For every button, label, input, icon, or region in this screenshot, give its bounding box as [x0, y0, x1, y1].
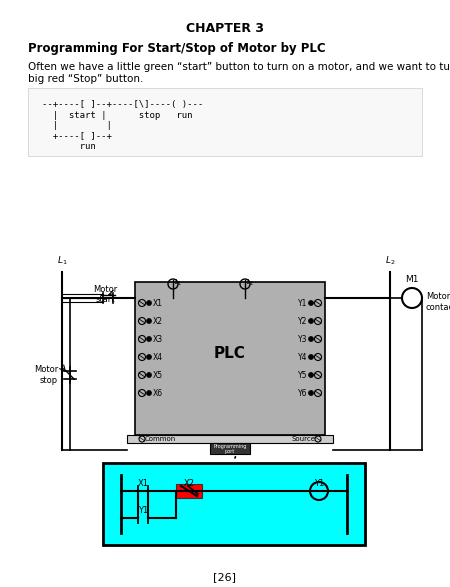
- Text: $L_1$: $L_1$: [174, 278, 183, 288]
- Circle shape: [309, 390, 314, 396]
- Text: big red “Stop” button.: big red “Stop” button.: [28, 74, 144, 84]
- Text: Motor
stop: Motor stop: [34, 365, 58, 384]
- Text: Y1: Y1: [314, 479, 324, 488]
- Circle shape: [147, 301, 152, 305]
- Bar: [103, 463, 365, 545]
- Text: X2: X2: [184, 479, 194, 488]
- Circle shape: [147, 355, 152, 359]
- Text: X6: X6: [153, 389, 163, 397]
- Text: run: run: [42, 142, 96, 151]
- Circle shape: [147, 373, 152, 377]
- Circle shape: [147, 390, 152, 396]
- Text: Often we have a little green “start” button to turn on a motor, and we want to t: Often we have a little green “start” but…: [28, 62, 450, 72]
- Text: Source: Source: [291, 436, 315, 442]
- Text: |         |: | |: [42, 121, 112, 130]
- Circle shape: [309, 373, 314, 377]
- Text: Y1: Y1: [297, 299, 307, 308]
- Text: Y1: Y1: [138, 506, 148, 515]
- Bar: [28, 88, 422, 156]
- Text: Common: Common: [145, 436, 176, 442]
- Text: M1: M1: [405, 275, 419, 284]
- Text: CHAPTER 3: CHAPTER 3: [186, 22, 264, 35]
- Text: X3: X3: [153, 335, 163, 343]
- Text: Motor
contactor: Motor contactor: [426, 292, 450, 312]
- Text: Y5: Y5: [297, 370, 307, 380]
- Bar: [127, 435, 333, 443]
- Text: Motor
start: Motor start: [93, 285, 117, 305]
- Text: +----[ ]--+: +----[ ]--+: [42, 131, 112, 140]
- Circle shape: [147, 336, 152, 342]
- Text: [26]: [26]: [213, 572, 237, 582]
- Bar: [176, 484, 202, 498]
- Text: X4: X4: [153, 353, 163, 362]
- Text: Programming For Start/Stop of Motor by PLC: Programming For Start/Stop of Motor by P…: [28, 42, 326, 55]
- Text: $L_2$: $L_2$: [385, 255, 395, 267]
- Circle shape: [309, 319, 314, 323]
- Text: $L_2$: $L_2$: [246, 278, 255, 288]
- Text: X1: X1: [138, 479, 148, 488]
- Circle shape: [309, 301, 314, 305]
- Bar: [210, 443, 250, 454]
- Circle shape: [147, 319, 152, 323]
- Text: X2: X2: [153, 316, 163, 326]
- Text: Y4: Y4: [297, 353, 307, 362]
- Text: Y3: Y3: [297, 335, 307, 343]
- Text: |  start |      stop   run: | start | stop run: [42, 110, 193, 120]
- Text: X5: X5: [153, 370, 163, 380]
- Circle shape: [309, 355, 314, 359]
- Bar: [135, 282, 325, 435]
- Text: --+----[ ]--+----[\]----( )---: --+----[ ]--+----[\]----( )---: [42, 100, 203, 109]
- Text: $L_1$: $L_1$: [57, 255, 67, 267]
- Text: Programming: Programming: [213, 444, 247, 449]
- Text: PLC: PLC: [214, 346, 246, 361]
- Text: Y6: Y6: [297, 389, 307, 397]
- Text: Y2: Y2: [297, 316, 307, 326]
- Text: port: port: [225, 448, 235, 454]
- Circle shape: [309, 336, 314, 342]
- Text: X1: X1: [153, 299, 163, 308]
